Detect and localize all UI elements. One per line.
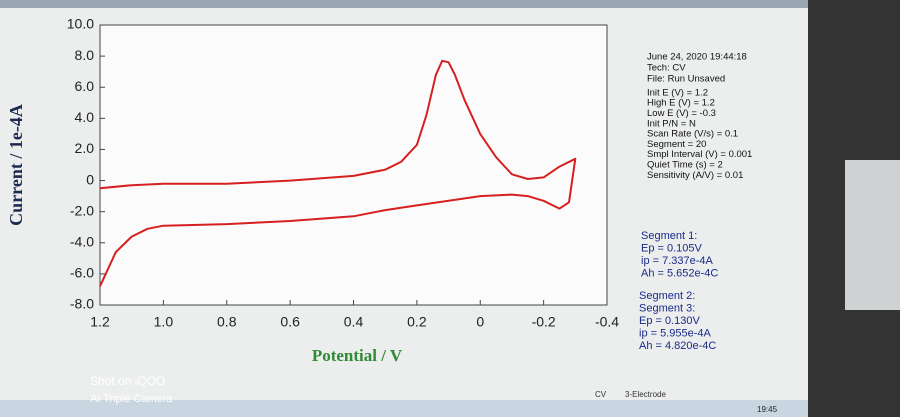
segment-line: Ah = 4.820e-4C	[639, 340, 716, 352]
info-line: File: Run Unsaved	[647, 74, 725, 85]
y-tick-label: 8.0	[75, 47, 95, 63]
segment-line: Ah = 5.652e-4C	[641, 267, 718, 279]
clock: 19:45	[757, 405, 778, 414]
y-tick-label: 4.0	[75, 109, 95, 125]
segment-line: Segment 3:	[639, 302, 695, 314]
x-axis-label: Potential / V	[312, 346, 403, 365]
y-tick-label: -6.0	[70, 265, 94, 281]
y-tick-label: 2.0	[75, 140, 95, 156]
x-tick-label: 0.8	[217, 314, 237, 330]
x-tick-label: 1.2	[90, 314, 110, 330]
segment-line: Segment 2:	[639, 290, 695, 302]
x-tick-label: 0.4	[344, 314, 364, 330]
segment-line: ip = 5.955e-4A	[639, 327, 712, 339]
info-line: Tech: CV	[647, 63, 686, 74]
status-text: 3-Electrode	[625, 390, 666, 399]
x-tick-label: 1.0	[154, 314, 174, 330]
segment-line: Ep = 0.130V	[639, 315, 701, 327]
info-line: Smpl Interval (V) = 0.001	[647, 149, 752, 160]
info-line: Sensitivity (A/V) = 0.01	[647, 170, 743, 181]
y-tick-label: 0	[86, 171, 94, 187]
watermark: Shot on iQOO	[90, 374, 165, 388]
info-line: June 24, 2020 19:44:18	[647, 52, 747, 63]
y-tick-label: -8.0	[70, 296, 94, 312]
y-axis-label: Current / 1e-4A	[6, 104, 26, 226]
info-line: Init E (V) = 1.2	[647, 87, 708, 98]
y-tick-label: -2.0	[70, 202, 94, 218]
status-text: CV	[595, 390, 607, 399]
info-line: Quiet Time (s) = 2	[647, 160, 723, 171]
y-tick-label: 6.0	[75, 78, 95, 94]
info-line: Scan Rate (V/s) = 0.1	[647, 129, 738, 140]
x-tick-label: -0.2	[532, 314, 556, 330]
y-tick-label: -4.0	[70, 233, 94, 249]
x-tick-label: -0.4	[595, 314, 619, 330]
info-line: High E (V) = 1.2	[647, 98, 715, 109]
x-tick-label: 0.2	[407, 314, 427, 330]
segment-line: ip = 7.337e-4A	[641, 255, 714, 267]
y-tick-label: 10.0	[67, 16, 94, 32]
cv-curve	[99, 59, 577, 287]
plot-area	[99, 24, 608, 306]
title-strip	[0, 0, 808, 8]
info-line: Segment = 20	[647, 139, 706, 150]
x-tick-label: 0.6	[280, 314, 300, 330]
taskbar	[0, 400, 808, 417]
segment-line: Segment 1:	[641, 230, 697, 242]
segment-line: Ep = 0.105V	[641, 242, 703, 254]
info-line: Init P/N = N	[647, 118, 696, 129]
background-board	[845, 160, 900, 310]
info-line: Low E (V) = -0.3	[647, 108, 716, 119]
watermark: AI Triple Camera	[90, 393, 173, 405]
x-tick-label: 0	[476, 314, 484, 330]
